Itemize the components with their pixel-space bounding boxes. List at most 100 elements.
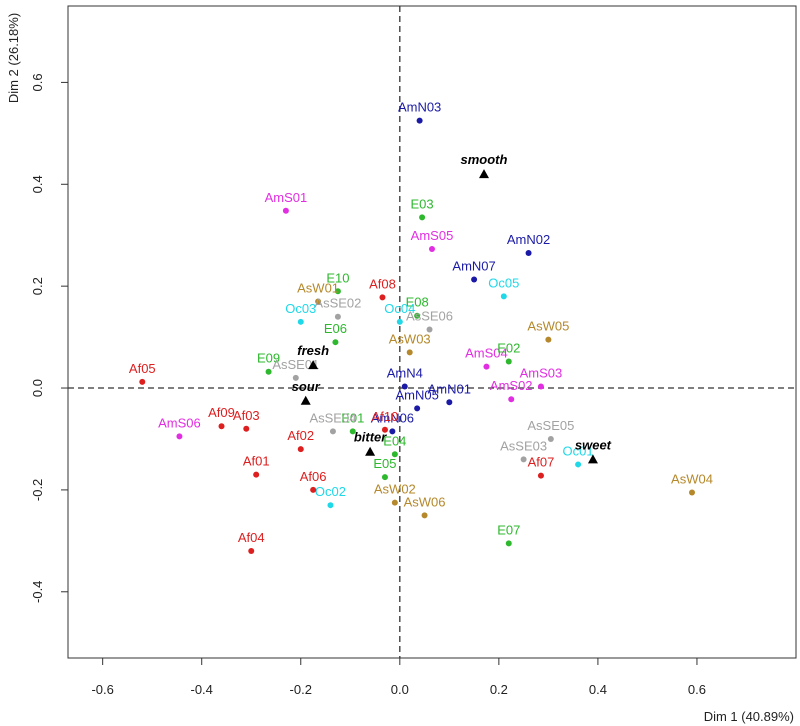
point-af06 [310,486,317,493]
x-tick-label: 0.4 [589,682,607,697]
point-asse04 [329,428,336,435]
point-asw05 [545,336,552,343]
point-e07 [505,540,512,547]
x-axis-ticks: -0.6 -0.4 -0.2 0.0 0.2 0.4 0.6 [91,658,706,697]
point-label-e08: E08 [406,295,429,310]
sensory-attributes: smooth fresh sour bitter sweet [292,152,612,464]
y-axis-title: Dim 2 (26.18%) [6,13,21,103]
point-label-e02: E02 [497,341,520,356]
point-af03 [243,425,250,432]
point-label-af05: Af05 [129,361,156,376]
point-label-af08: Af08 [369,276,396,291]
point-asse06 [426,326,433,333]
point-label-asse03: AsSE03 [500,438,547,453]
point-label-asw01: AsW01 [297,280,339,295]
point-label-oc02: Oc02 [315,484,346,499]
x-tick-label: -0.6 [91,682,113,697]
x-tick-label: 0.6 [688,682,706,697]
point-asse03 [520,456,527,463]
point-label-amn07: AmN07 [452,259,495,274]
point-ams03 [537,383,544,390]
point-label-e01: E01 [341,410,364,425]
point-amn01 [446,399,453,406]
point-amn07 [471,276,478,283]
point-label-ams03: AmS03 [520,366,563,381]
point-e03 [419,214,426,221]
attribute-marker-smooth [479,169,489,179]
point-af04 [248,548,255,555]
point-label-af09: Af09 [208,405,235,420]
point-label-af01: Af01 [243,454,270,469]
point-e01 [349,428,356,435]
point-asw04 [689,489,695,496]
point-label-af07: Af07 [528,455,555,470]
attribute-label-smooth: smooth [461,152,508,167]
point-label-asse02: AsSE02 [314,296,361,311]
point-asw03 [406,349,413,356]
point-ams04 [483,363,490,370]
point-label-asw04: AsW04 [671,471,713,486]
plot-frame [67,5,797,659]
point-label-e10: E10 [326,270,349,285]
point-label-af06: Af06 [300,469,327,484]
attribute-marker-sweet [587,454,598,464]
point-label-amn4: AmN4 [387,366,423,381]
point-e10 [334,288,341,295]
point-label-e07: E07 [497,522,520,537]
point-oc02 [327,502,334,509]
point-label-asw03: AsW03 [389,331,431,346]
y-axis-ticks: -0.4 -0.2 0.0 0.2 0.4 0.6 [30,73,68,603]
point-label-amn06: AmN06 [371,410,414,425]
attribute-marker-bitter [365,446,376,456]
point-label-oc03: Oc03 [285,301,316,316]
point-e09 [265,368,272,375]
x-tick-label: -0.4 [191,682,213,697]
y-tick-label: 0.4 [30,175,45,193]
point-label-amn03: AmN03 [398,100,441,115]
point-label-ams05: AmS05 [411,228,454,243]
point-ams02 [508,396,515,403]
point-label-asse01: AsSE01 [272,357,319,372]
point-label-oc04: Oc04 [384,301,415,316]
x-tick-label: 0.0 [391,682,409,697]
point-label-af04: Af04 [238,530,265,545]
point-e04 [391,451,398,458]
point-asw06 [421,512,428,519]
point-label-e04: E04 [383,433,406,448]
point-oc04 [396,318,403,325]
point-label-e03: E03 [411,196,434,211]
point-af02 [297,446,304,453]
point-label-af03: Af03 [233,408,260,423]
point-af10 [381,426,388,433]
attribute-marker-sour [300,395,311,405]
attribute-label-fresh: fresh [297,343,329,358]
y-tick-label: -0.4 [30,581,45,603]
point-ams06 [176,433,183,440]
point-af01 [253,471,260,478]
point-e05 [381,474,388,481]
point-label-ams04: AmS04 [465,346,508,361]
point-label-ams02: AmS02 [490,378,533,393]
point-label-amn02: AmN02 [507,232,550,247]
y-tick-label: 0.0 [30,379,45,397]
point-label-amn05: AmN05 [395,387,438,402]
point-label-asse05: AsSE05 [527,418,574,433]
point-label-amn01: AmN01 [428,381,471,396]
point-label-e05: E05 [373,456,396,471]
point-amn06 [389,428,396,435]
attribute-label-sour: sour [292,379,321,394]
point-label-af10: Af10 [372,409,399,424]
point-label-e06: E06 [324,321,347,336]
point-amn05 [414,405,421,412]
point-af07 [537,472,544,479]
point-asse02 [334,313,341,320]
point-amn4 [401,383,408,390]
point-af08 [379,294,386,301]
point-label-e09: E09 [257,351,280,366]
point-oc01 [575,461,582,468]
point-label-asse04: AsSE04 [309,410,356,425]
point-asse05 [547,435,554,442]
point-e02 [505,358,512,365]
